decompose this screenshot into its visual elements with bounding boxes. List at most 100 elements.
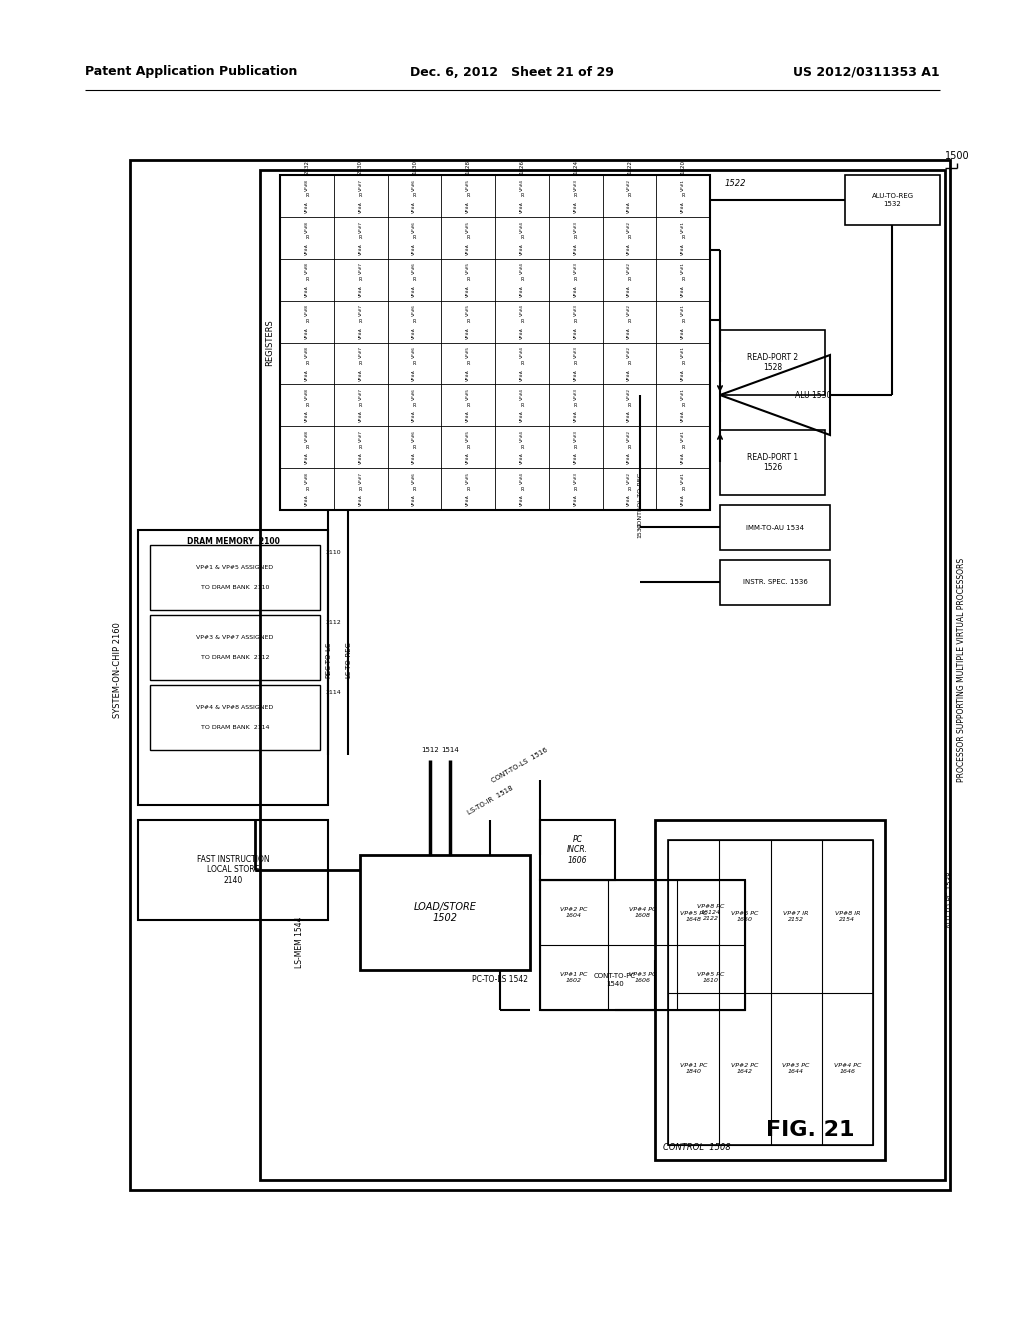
Text: VP#A: VP#A — [681, 368, 685, 380]
Text: VP#A: VP#A — [681, 411, 685, 422]
Text: VP#A: VP#A — [413, 285, 417, 297]
Text: R: R — [359, 445, 362, 450]
Text: VP#3: VP#3 — [573, 304, 578, 317]
Text: VP#A: VP#A — [681, 327, 685, 339]
Text: VP#A: VP#A — [628, 495, 632, 507]
Text: VP#5 PC
1610: VP#5 PC 1610 — [697, 972, 725, 983]
Text: VP#3 PC
1606: VP#3 PC 1606 — [629, 972, 656, 983]
Text: VP#8: VP#8 — [305, 430, 309, 442]
Text: 1522: 1522 — [725, 178, 746, 187]
Text: R: R — [681, 487, 685, 491]
Text: VP#A: VP#A — [628, 411, 632, 422]
Text: LS-MEM 1544: LS-MEM 1544 — [296, 916, 304, 968]
Text: VP#A: VP#A — [358, 411, 362, 422]
Text: VP#4: VP#4 — [520, 471, 524, 483]
Text: VP#5: VP#5 — [466, 263, 470, 275]
Text: VP#A: VP#A — [413, 243, 417, 255]
Bar — [655, 820, 885, 1160]
Text: 1628: 1628 — [466, 160, 471, 174]
Text: VP#A: VP#A — [681, 285, 685, 297]
Text: R: R — [681, 277, 685, 282]
Text: VP#2: VP#2 — [628, 263, 632, 275]
Text: ALU-TO-REG
1532: ALU-TO-REG 1532 — [871, 194, 913, 206]
Text: 1630: 1630 — [412, 160, 417, 174]
Bar — [360, 855, 530, 970]
Bar — [150, 615, 319, 680]
Bar — [845, 176, 940, 224]
Text: R: R — [681, 403, 685, 408]
Text: R: R — [520, 487, 523, 491]
Text: R: R — [467, 194, 470, 198]
Text: VP#5: VP#5 — [466, 346, 470, 358]
Text: VP#A: VP#A — [413, 202, 417, 213]
Text: R: R — [359, 360, 362, 366]
Text: ALU 1530: ALU 1530 — [796, 391, 831, 400]
Text: VP#6 PC
1650: VP#6 PC 1650 — [731, 911, 759, 921]
Text: VP#7: VP#7 — [358, 471, 362, 483]
Text: VP#7: VP#7 — [358, 220, 362, 232]
Text: R: R — [359, 235, 362, 240]
Text: VP#8 IR
2154: VP#8 IR 2154 — [835, 911, 860, 921]
Text: VP#4: VP#4 — [520, 304, 524, 317]
Text: R: R — [413, 235, 416, 240]
Bar — [138, 820, 328, 920]
Text: VP#A: VP#A — [520, 495, 524, 507]
Text: LS-TO-IR  1518: LS-TO-IR 1518 — [466, 784, 514, 816]
Text: R: R — [413, 319, 416, 325]
Text: VP#1: VP#1 — [681, 178, 685, 190]
Text: VP#6: VP#6 — [413, 178, 417, 190]
Text: VP#A: VP#A — [413, 411, 417, 422]
Bar — [138, 531, 328, 805]
Text: VP#A: VP#A — [628, 285, 632, 297]
Text: VP#4 PC
1646: VP#4 PC 1646 — [834, 1064, 861, 1074]
Text: VP#1: VP#1 — [681, 430, 685, 442]
Text: VP#6: VP#6 — [413, 388, 417, 400]
Text: VP#8 PC
16124
2122: VP#8 PC 16124 2122 — [697, 904, 725, 921]
Text: VP#6: VP#6 — [413, 304, 417, 317]
Text: VP#4: VP#4 — [520, 263, 524, 275]
Text: VP#3: VP#3 — [573, 178, 578, 190]
Text: R: R — [467, 319, 470, 325]
Text: VP#8: VP#8 — [305, 220, 309, 232]
Text: R: R — [467, 277, 470, 282]
Text: R: R — [628, 235, 631, 240]
Text: R: R — [413, 403, 416, 408]
Text: VP#A: VP#A — [628, 243, 632, 255]
Text: VP#5: VP#5 — [466, 471, 470, 484]
Text: R: R — [413, 194, 416, 198]
Text: VP#2: VP#2 — [628, 220, 632, 232]
Text: R: R — [520, 360, 523, 366]
Text: R: R — [467, 360, 470, 366]
Text: VP#8: VP#8 — [305, 471, 309, 483]
Text: INSTR. SPEC. 1536: INSTR. SPEC. 1536 — [742, 579, 808, 586]
Text: R: R — [359, 487, 362, 491]
Bar — [720, 330, 825, 395]
Text: VP#A: VP#A — [305, 495, 309, 507]
Text: R: R — [467, 445, 470, 450]
Text: R: R — [628, 487, 631, 491]
Text: R: R — [467, 487, 470, 491]
Text: VP#A: VP#A — [681, 243, 685, 255]
Text: VP#A: VP#A — [305, 453, 309, 465]
Text: R: R — [520, 194, 523, 198]
Text: R: R — [413, 360, 416, 366]
Text: VP#A: VP#A — [520, 327, 524, 339]
Text: R: R — [520, 319, 523, 325]
Text: FAST INSTRUCTION
LOCAL STORE
2140: FAST INSTRUCTION LOCAL STORE 2140 — [197, 855, 269, 884]
Text: VP#A: VP#A — [520, 368, 524, 380]
Bar — [260, 170, 945, 1180]
Text: VP#3 PC
1644: VP#3 PC 1644 — [782, 1064, 810, 1074]
Text: R: R — [628, 445, 631, 450]
Text: VP#2: VP#2 — [628, 178, 632, 190]
Text: R: R — [573, 277, 578, 282]
Text: R: R — [520, 403, 523, 408]
Text: R: R — [628, 277, 631, 282]
Text: R: R — [628, 360, 631, 366]
Text: REGISTERS: REGISTERS — [265, 319, 274, 366]
Text: VP#A: VP#A — [358, 453, 362, 465]
Text: CONTROL-TO-REG: CONTROL-TO-REG — [638, 471, 642, 528]
Text: VP#6: VP#6 — [413, 346, 417, 358]
Text: VP#A: VP#A — [358, 243, 362, 255]
Text: VP#8: VP#8 — [305, 346, 309, 358]
Text: VP#1: VP#1 — [681, 263, 685, 275]
